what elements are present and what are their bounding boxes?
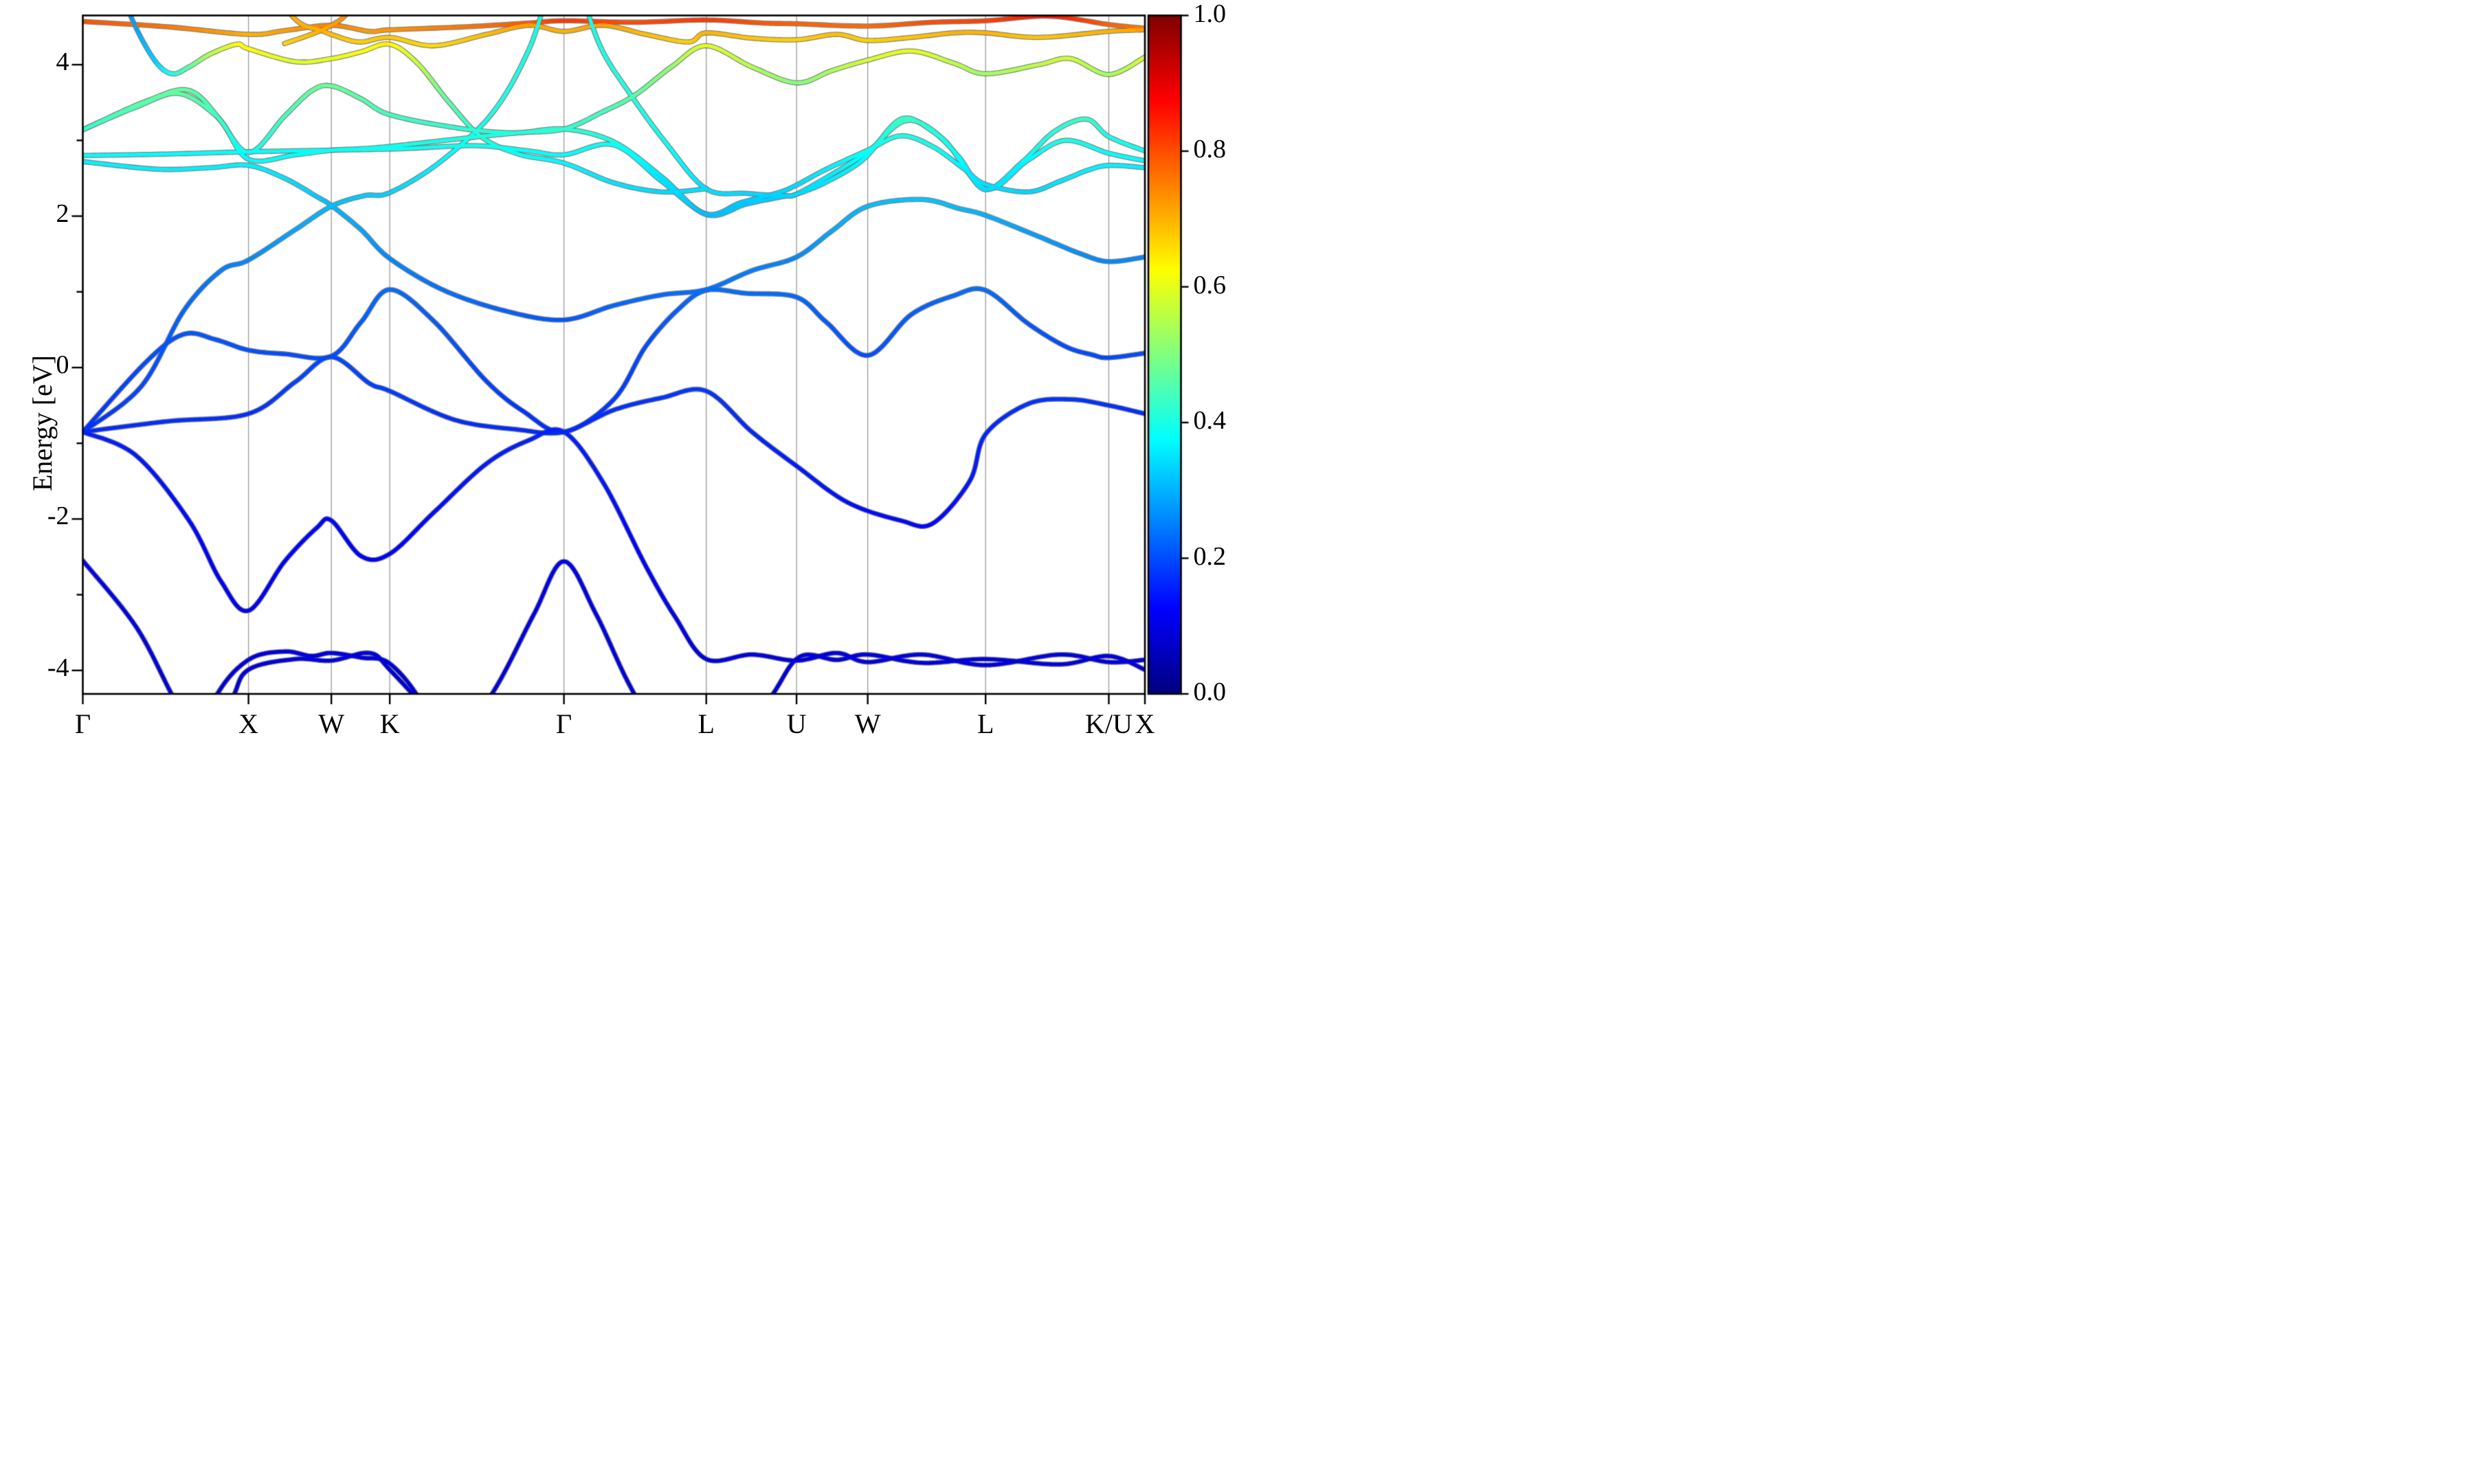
y-tick-label: -2	[47, 502, 69, 531]
colorbar-tick-label: 0.2	[1193, 541, 1227, 571]
k-point-label: X	[1135, 708, 1155, 739]
k-point-label: K/U	[1084, 708, 1133, 739]
band-structure-figure: Energy [eV] 4 2 0 -2 -4 Γ X W K Γ L U W L K/U X 1.0 0.8 0.…	[0, 0, 1237, 742]
k-point-label: U	[786, 708, 807, 739]
colorbar-tick-label: 0.0	[1193, 677, 1227, 706]
colorbar-tick-label: 1.0	[1193, 0, 1227, 28]
colorbar-tick-label: 0.4	[1193, 406, 1227, 435]
k-point-label: K	[379, 708, 400, 739]
k-point-label: W	[854, 708, 881, 739]
k-point-label: Γ	[74, 708, 91, 739]
colorbar-tick-label: 0.8	[1193, 135, 1227, 164]
colorbar-tick-label: 0.6	[1193, 270, 1227, 300]
y-tick-label: 2	[56, 199, 69, 228]
k-point-label: W	[318, 708, 345, 739]
k-point-label: L	[698, 708, 715, 739]
k-point-label: L	[977, 708, 994, 739]
k-point-label: Γ	[556, 708, 572, 739]
band-structure-canvas	[0, 0, 1237, 742]
k-point-label: X	[238, 708, 259, 739]
y-tick-label: 4	[56, 47, 69, 77]
y-tick-label: 0	[56, 350, 69, 379]
y-tick-label: -4	[47, 653, 69, 682]
